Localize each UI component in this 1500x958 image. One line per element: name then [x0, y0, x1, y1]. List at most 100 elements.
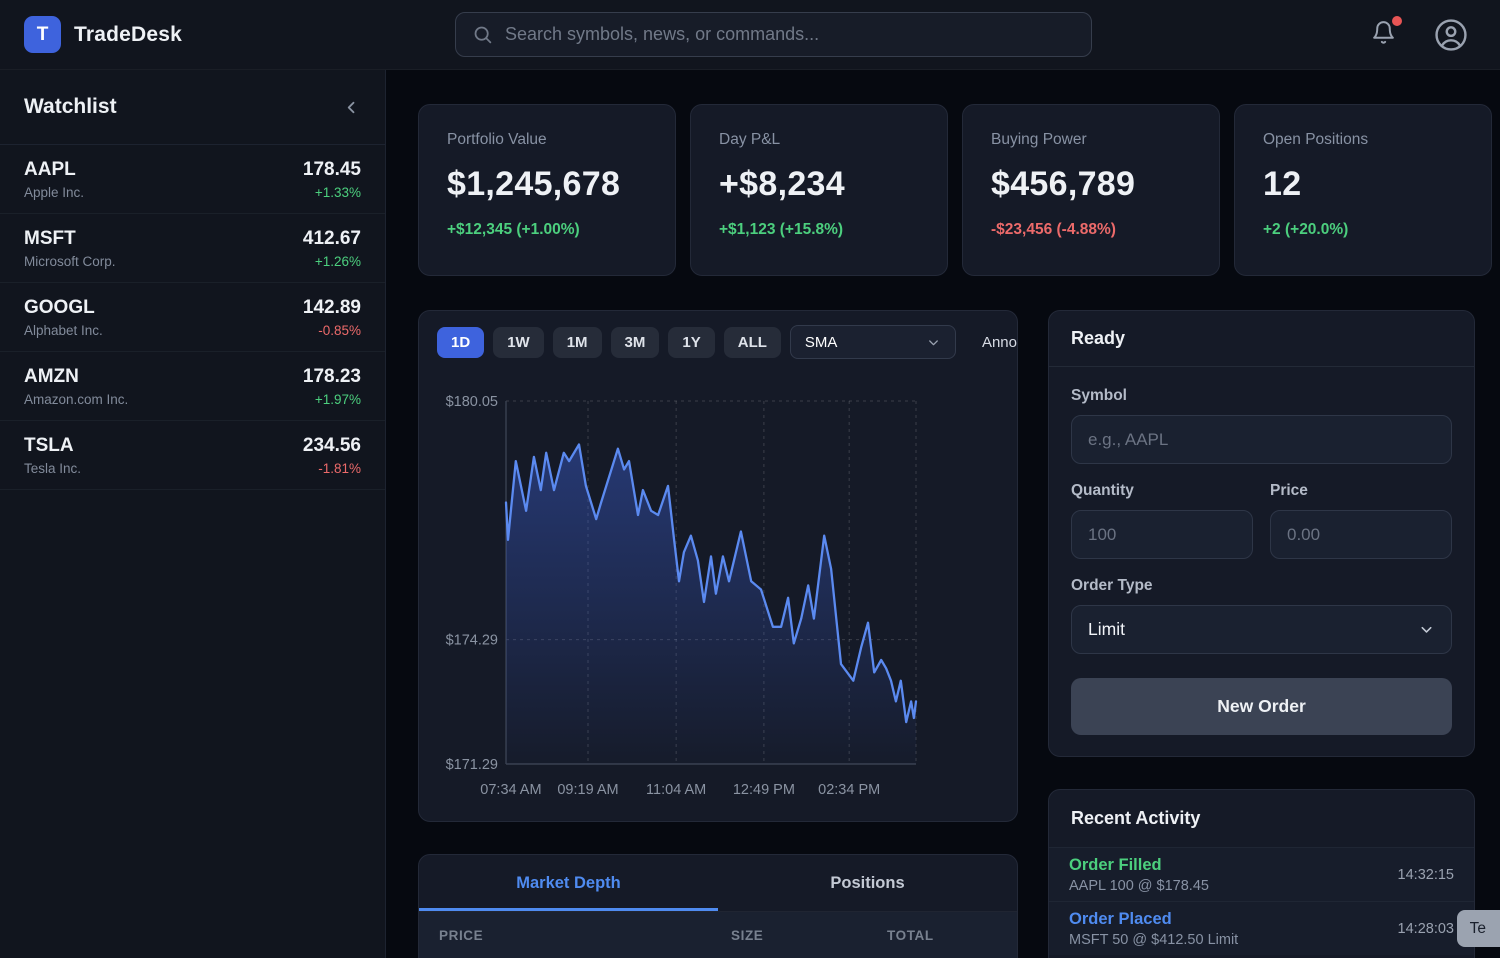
watchlist-item[interactable]: GOOGL Alphabet Inc. 142.89 -0.85%	[0, 283, 385, 352]
price: 234.56	[302, 434, 361, 456]
timeframe-button-3m[interactable]: 3M	[610, 326, 660, 358]
indicator-select-value: SMA	[804, 333, 838, 351]
watchlist-sidebar: Watchlist AAPL Apple Inc. 178.45 +1.33% …	[0, 70, 386, 958]
change-percent: +1.97%	[314, 391, 361, 407]
x-tick-label: 11:04 AM	[646, 782, 706, 798]
x-tick-label: 07:34 AM	[480, 782, 541, 798]
stat-label: Portfolio Value	[447, 131, 547, 148]
timeframe-button-1m[interactable]: 1M	[552, 326, 602, 358]
recent-activity-title: Recent Activity	[1071, 808, 1201, 828]
watchlist-item[interactable]: AMZN Amazon.com Inc. 178.23 +1.97%	[0, 352, 385, 421]
company-name: Microsoft Corp.	[24, 253, 116, 269]
tab-market-depth[interactable]: Market Depth	[419, 855, 718, 911]
price-label: Price	[1270, 482, 1308, 499]
company-name: Alphabet Inc.	[24, 322, 103, 338]
stats-row: Portfolio Value $1,245,678 +$12,345 (+1.…	[418, 104, 1492, 276]
x-tick-label: 09:19 AM	[557, 782, 618, 798]
chevron-left-icon	[347, 101, 355, 113]
search-bar	[455, 12, 1092, 57]
quantity-label: Quantity	[1071, 482, 1134, 499]
order-type-value: Limit	[1088, 619, 1125, 639]
watchlist-header: Watchlist	[0, 70, 385, 145]
annotate-button[interactable]: Anno	[981, 333, 1017, 351]
order-type-select[interactable]: Limit	[1071, 605, 1452, 654]
activity-detail: MSFT 50 @ $412.50 Limit	[1069, 931, 1239, 948]
chart-area-fill	[506, 444, 916, 764]
quantity-input[interactable]	[1071, 510, 1253, 559]
search-input[interactable]	[505, 24, 1075, 45]
app-logo-icon: T	[24, 16, 61, 53]
watchlist-item[interactable]: TSLA Tesla Inc. 234.56 -1.81%	[0, 421, 385, 490]
company-name: Tesla Inc.	[24, 460, 82, 476]
stat-change: +$1,123 (+15.8%)	[719, 221, 844, 238]
activity-status: Order Placed	[1069, 909, 1172, 928]
watchlist-item[interactable]: AAPL Apple Inc. 178.45 +1.33%	[0, 145, 385, 214]
company-name: Apple Inc.	[24, 184, 85, 200]
chart-toolbar: 1D 1W 1M 3M 1Y ALL SMA Anno	[419, 311, 1017, 359]
order-status-text: Ready	[1071, 328, 1126, 348]
stat-label: Open Positions	[1263, 131, 1369, 148]
collapse-sidebar-button[interactable]	[342, 98, 361, 117]
app-title: TradeDesk	[74, 22, 183, 46]
timeframe-button-1y[interactable]: 1Y	[668, 326, 715, 358]
stat-value: $456,789	[991, 165, 1136, 203]
change-percent: +1.26%	[314, 253, 361, 269]
symbol: MSFT	[24, 227, 76, 249]
change-percent: -0.85%	[318, 322, 361, 338]
order-entry-panel: Ready Symbol Quantity Price Order Type L…	[1048, 310, 1475, 757]
symbol-label: Symbol	[1071, 387, 1127, 404]
chart-line	[504, 443, 918, 724]
activity-row: Order Filled AAPL 100 @ $178.45 14:32:15	[1049, 847, 1474, 901]
price-chart: $180.05 $174.29 $171.29 07:34 AM 09:19 AM 11:…	[446, 394, 918, 798]
stat-card-day-pnl: Day P&L +$8,234 +$1,123 (+15.8%)	[690, 104, 948, 276]
toast-text: Te	[1469, 919, 1486, 937]
symbol: GOOGL	[24, 296, 95, 318]
symbol: AMZN	[24, 365, 79, 387]
chevron-down-icon	[1421, 626, 1432, 633]
change-percent: -1.81%	[318, 460, 361, 476]
timeframe-button-1d[interactable]: 1D	[437, 326, 485, 358]
column-header-size: SIZE	[731, 928, 764, 943]
tab-positions[interactable]: Positions	[830, 873, 905, 892]
order-form: Symbol Quantity Price Order Type Limit N…	[1049, 367, 1474, 755]
stat-card-portfolio-value: Portfolio Value $1,245,678 +$12,345 (+1.…	[418, 104, 676, 276]
new-order-button[interactable]: New Order	[1071, 678, 1452, 735]
stat-value: 12	[1263, 165, 1302, 203]
bottom-tabs: Market Depth Positions	[419, 855, 1017, 912]
indicator-select[interactable]: SMA	[789, 325, 956, 359]
timeframe-button-1w[interactable]: 1W	[493, 326, 544, 358]
topbar: T TradeDesk	[0, 0, 1500, 70]
column-header-total: TOTAL	[887, 928, 934, 943]
price: 178.23	[302, 365, 361, 387]
notifications-button[interactable]	[1371, 16, 1402, 50]
y-tick-label: $180.05	[446, 394, 498, 410]
symbol: AAPL	[24, 158, 76, 180]
brand[interactable]: T TradeDesk	[24, 16, 182, 53]
stat-label: Buying Power	[991, 131, 1087, 148]
activity-time: 14:28:03	[1397, 920, 1454, 937]
timeframe-button-all[interactable]: ALL	[723, 326, 781, 358]
order-status: Ready	[1049, 311, 1474, 367]
y-tick-label: $174.29	[446, 633, 498, 649]
price: 178.45	[302, 158, 361, 180]
x-tick-label: 12:49 PM	[733, 782, 795, 798]
price-input[interactable]	[1270, 510, 1452, 559]
chart-panel: 1D 1W 1M 3M 1Y ALL SMA Anno $180.05 $174.…	[418, 310, 1018, 822]
activity-time: 14:32:15	[1397, 866, 1454, 883]
bell-icon	[1373, 21, 1394, 44]
watchlist-title: Watchlist	[24, 95, 117, 118]
y-tick-label: $171.29	[446, 757, 498, 773]
stat-change: +$12,345 (+1.00%)	[447, 221, 580, 238]
x-tick-label: 02:34 PM	[818, 782, 880, 798]
column-header-price: PRICE	[439, 928, 484, 943]
profile-button[interactable]	[1434, 18, 1468, 52]
change-percent: +1.33%	[314, 184, 361, 200]
stat-card-open-positions: Open Positions 12 +2 (+20.0%)	[1234, 104, 1492, 276]
topbar-actions	[1371, 0, 1468, 70]
app-logo-letter: T	[36, 23, 49, 45]
watchlist-item[interactable]: MSFT Microsoft Corp. 412.67 +1.26%	[0, 214, 385, 283]
company-name: Amazon.com Inc.	[24, 391, 129, 407]
toast-notification: Te	[1456, 910, 1500, 947]
stat-value: +$8,234	[719, 165, 845, 203]
symbol-input[interactable]	[1071, 415, 1452, 464]
